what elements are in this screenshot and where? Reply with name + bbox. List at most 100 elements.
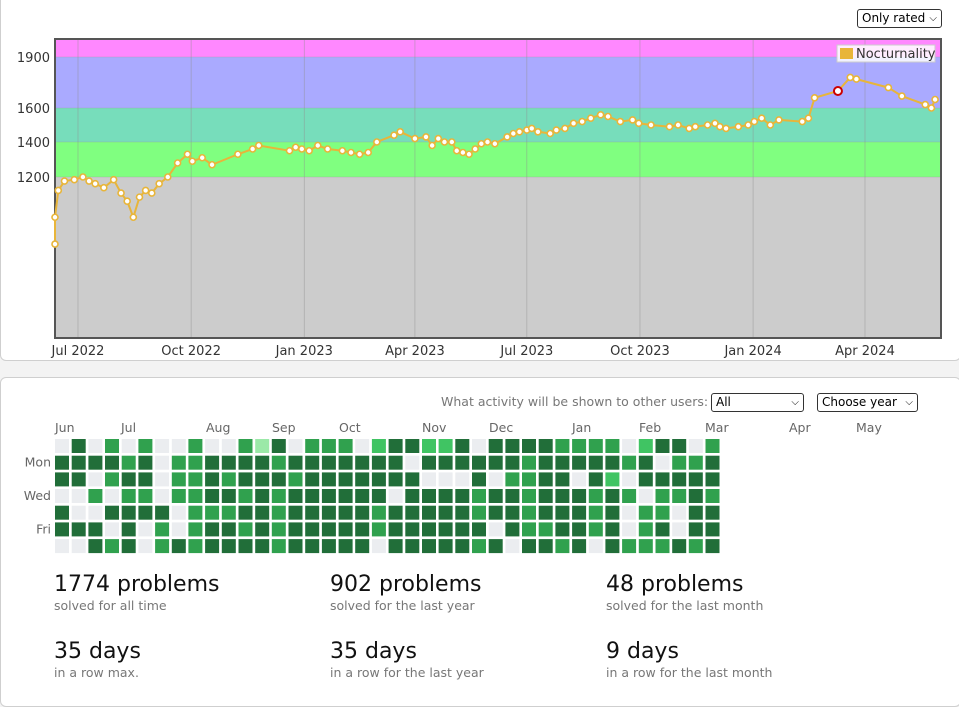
heatmap-cell[interactable] [305, 505, 320, 520]
data-point[interactable] [188, 157, 197, 166]
heatmap-cell[interactable] [522, 489, 536, 503]
heatmap-cell[interactable] [472, 539, 486, 554]
heatmap-cell[interactable] [505, 472, 520, 487]
data-point[interactable] [459, 148, 467, 157]
heatmap-cell[interactable] [672, 539, 687, 554]
data-point[interactable] [685, 124, 693, 133]
heatmap-cell[interactable] [638, 489, 653, 503]
heatmap-cell[interactable] [622, 489, 637, 503]
data-point[interactable] [313, 141, 322, 150]
data-point[interactable] [85, 177, 93, 185]
data-point[interactable] [552, 126, 561, 134]
heatmap-cell[interactable] [538, 522, 553, 537]
data-point[interactable] [483, 138, 492, 146]
data-point[interactable] [471, 145, 479, 153]
heatmap-cell[interactable] [405, 472, 420, 487]
data-point[interactable] [347, 148, 355, 157]
heatmap-cell[interactable] [505, 522, 520, 537]
heatmap-cell[interactable] [171, 455, 186, 470]
heatmap-cell[interactable] [105, 472, 119, 487]
heatmap-cell[interactable] [438, 522, 453, 537]
data-point[interactable] [254, 141, 263, 150]
heatmap-cell[interactable] [605, 539, 620, 554]
data-point[interactable] [674, 121, 682, 129]
heatmap-cell[interactable] [472, 522, 486, 537]
heatmap-cell[interactable] [288, 455, 303, 470]
heatmap-cell[interactable] [572, 439, 587, 453]
heatmap-cell[interactable] [271, 489, 286, 503]
heatmap-cell[interactable] [371, 489, 386, 503]
heatmap-cell[interactable] [71, 472, 86, 487]
heatmap-cell[interactable] [321, 522, 336, 537]
heatmap-cell[interactable] [171, 489, 186, 503]
data-point[interactable] [396, 128, 404, 136]
heatmap-cell[interactable] [355, 472, 370, 487]
heatmap-cell[interactable] [705, 439, 720, 453]
heatmap-cell[interactable] [472, 472, 486, 487]
heatmap-cell[interactable] [188, 455, 203, 470]
heatmap-cell[interactable] [588, 439, 603, 453]
heatmap-cell[interactable] [105, 505, 119, 520]
data-point[interactable] [411, 134, 419, 143]
heatmap-cell[interactable] [105, 522, 119, 537]
heatmap-cell[interactable] [405, 455, 420, 470]
heatmap-cell[interactable] [388, 455, 403, 470]
heatmap-cell[interactable] [221, 522, 236, 537]
heatmap-cell[interactable] [688, 522, 703, 537]
data-point[interactable] [173, 159, 182, 167]
heatmap-cell[interactable] [488, 472, 503, 487]
heatmap-cell[interactable] [338, 539, 353, 554]
data-point[interactable] [665, 122, 674, 131]
heatmap-cell[interactable] [622, 472, 637, 487]
heatmap-cell[interactable] [605, 439, 620, 453]
data-point[interactable] [135, 193, 144, 201]
heatmap-cell[interactable] [371, 522, 386, 537]
heatmap-cell[interactable] [221, 539, 236, 554]
heatmap-cell[interactable] [472, 439, 486, 453]
heatmap-cell[interactable] [238, 539, 253, 554]
data-point[interactable] [452, 146, 461, 155]
heatmap-cell[interactable] [121, 455, 136, 470]
data-point[interactable] [852, 75, 861, 83]
heatmap-cell[interactable] [438, 539, 453, 554]
heatmap-cell[interactable] [88, 489, 103, 503]
data-point[interactable] [884, 83, 893, 92]
year-select[interactable]: Choose year ⌵ [817, 393, 918, 412]
heatmap-cell[interactable] [305, 472, 320, 487]
data-point[interactable] [422, 133, 430, 141]
heatmap-cell[interactable] [338, 455, 353, 470]
heatmap-cell[interactable] [388, 472, 403, 487]
data-point[interactable] [54, 186, 63, 195]
heatmap-cell[interactable] [638, 505, 653, 520]
data-point[interactable] [448, 138, 456, 146]
heatmap-cell[interactable] [288, 439, 303, 453]
heatmap-cell[interactable] [672, 489, 687, 503]
data-point[interactable] [509, 129, 518, 138]
heatmap-cell[interactable] [371, 455, 386, 470]
heatmap-cell[interactable] [271, 539, 286, 554]
heatmap-cell[interactable] [522, 439, 536, 453]
heatmap-cell[interactable] [655, 455, 670, 470]
heatmap-cell[interactable] [105, 539, 119, 554]
data-point[interactable] [434, 134, 443, 143]
heatmap-cell[interactable] [171, 505, 186, 520]
heatmap-cell[interactable] [438, 489, 453, 503]
heatmap-cell[interactable] [171, 439, 186, 453]
heatmap-cell[interactable] [138, 472, 153, 487]
heatmap-cell[interactable] [388, 539, 403, 554]
heatmap-cell[interactable] [238, 489, 253, 503]
heatmap-cell[interactable] [221, 472, 236, 487]
heatmap-cell[interactable] [255, 472, 270, 487]
heatmap-cell[interactable] [255, 455, 270, 470]
heatmap-cell[interactable] [638, 522, 653, 537]
heatmap-cell[interactable] [338, 522, 353, 537]
heatmap-cell[interactable] [588, 489, 603, 503]
heatmap-cell[interactable] [538, 505, 553, 520]
heatmap-cell[interactable] [305, 539, 320, 554]
heatmap-cell[interactable] [155, 472, 170, 487]
heatmap-cell[interactable] [405, 539, 420, 554]
heatmap-cell[interactable] [588, 472, 603, 487]
heatmap-cell[interactable] [55, 505, 69, 520]
heatmap-cell[interactable] [688, 505, 703, 520]
heatmap-cell[interactable] [688, 439, 703, 453]
